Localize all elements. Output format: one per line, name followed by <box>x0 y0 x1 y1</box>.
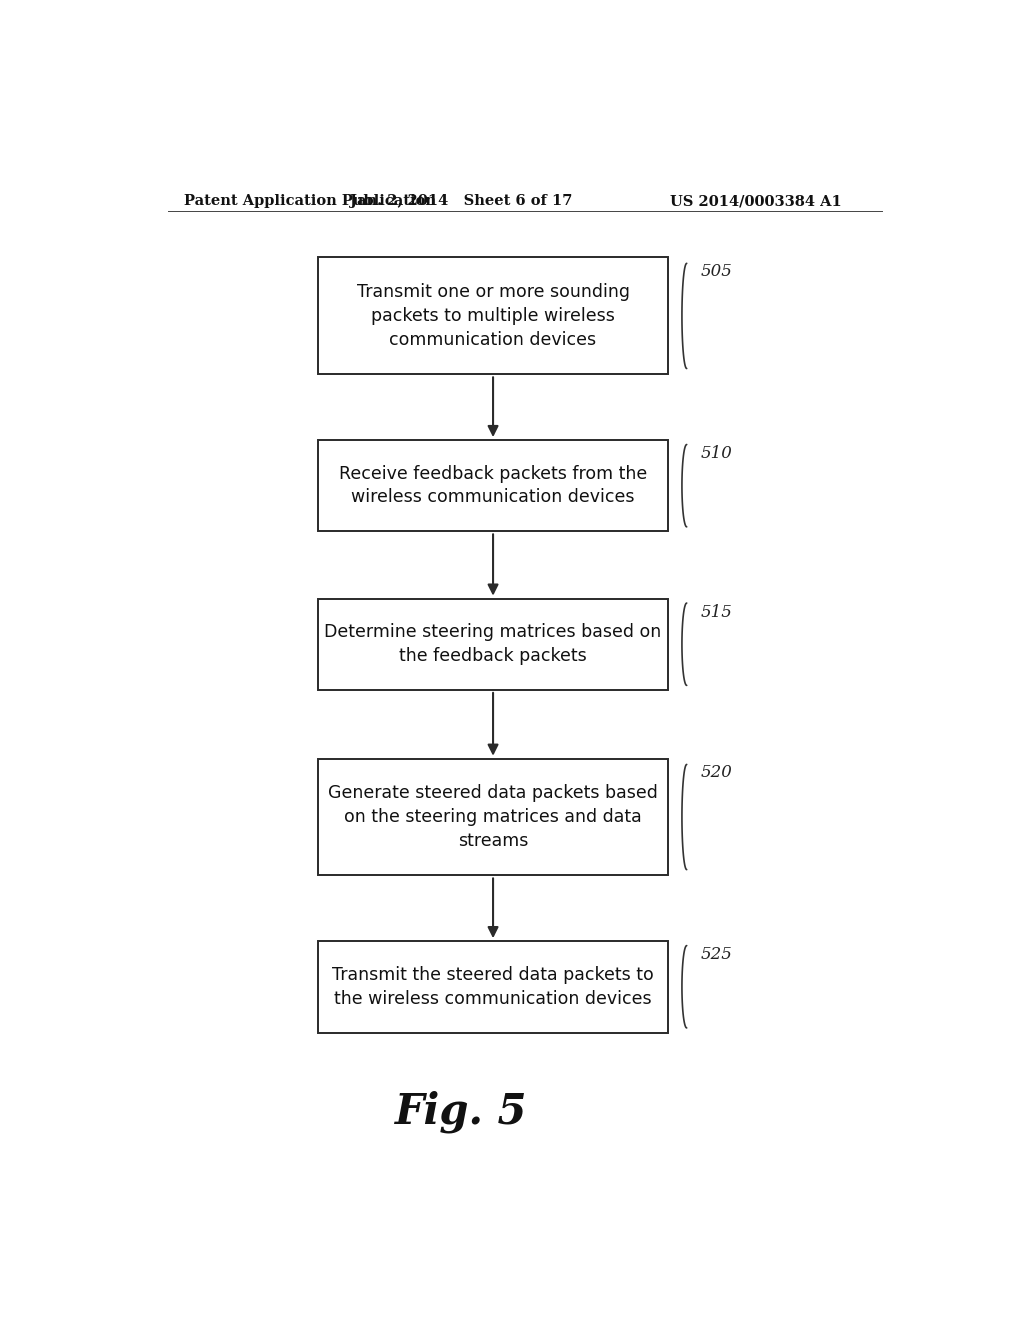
Text: 505: 505 <box>701 263 733 280</box>
Text: Generate steered data packets based
on the steering matrices and data
streams: Generate steered data packets based on t… <box>328 784 658 850</box>
Text: 510: 510 <box>701 445 733 462</box>
FancyBboxPatch shape <box>318 759 668 875</box>
Text: 515: 515 <box>701 603 733 620</box>
Text: Receive feedback packets from the
wireless communication devices: Receive feedback packets from the wirele… <box>339 465 647 507</box>
Text: 520: 520 <box>701 764 733 780</box>
Text: 525: 525 <box>701 946 733 964</box>
FancyBboxPatch shape <box>318 440 668 532</box>
Text: Transmit the steered data packets to
the wireless communication devices: Transmit the steered data packets to the… <box>332 966 654 1007</box>
FancyBboxPatch shape <box>318 598 668 690</box>
Text: Patent Application Publication: Patent Application Publication <box>183 194 435 209</box>
Text: Jan. 2, 2014   Sheet 6 of 17: Jan. 2, 2014 Sheet 6 of 17 <box>350 194 572 209</box>
FancyBboxPatch shape <box>318 257 668 375</box>
Text: Transmit one or more sounding
packets to multiple wireless
communication devices: Transmit one or more sounding packets to… <box>356 284 630 348</box>
FancyBboxPatch shape <box>318 941 668 1032</box>
Text: Fig. 5: Fig. 5 <box>395 1090 527 1133</box>
Text: Determine steering matrices based on
the feedback packets: Determine steering matrices based on the… <box>325 623 662 665</box>
Text: US 2014/0003384 A1: US 2014/0003384 A1 <box>671 194 842 209</box>
